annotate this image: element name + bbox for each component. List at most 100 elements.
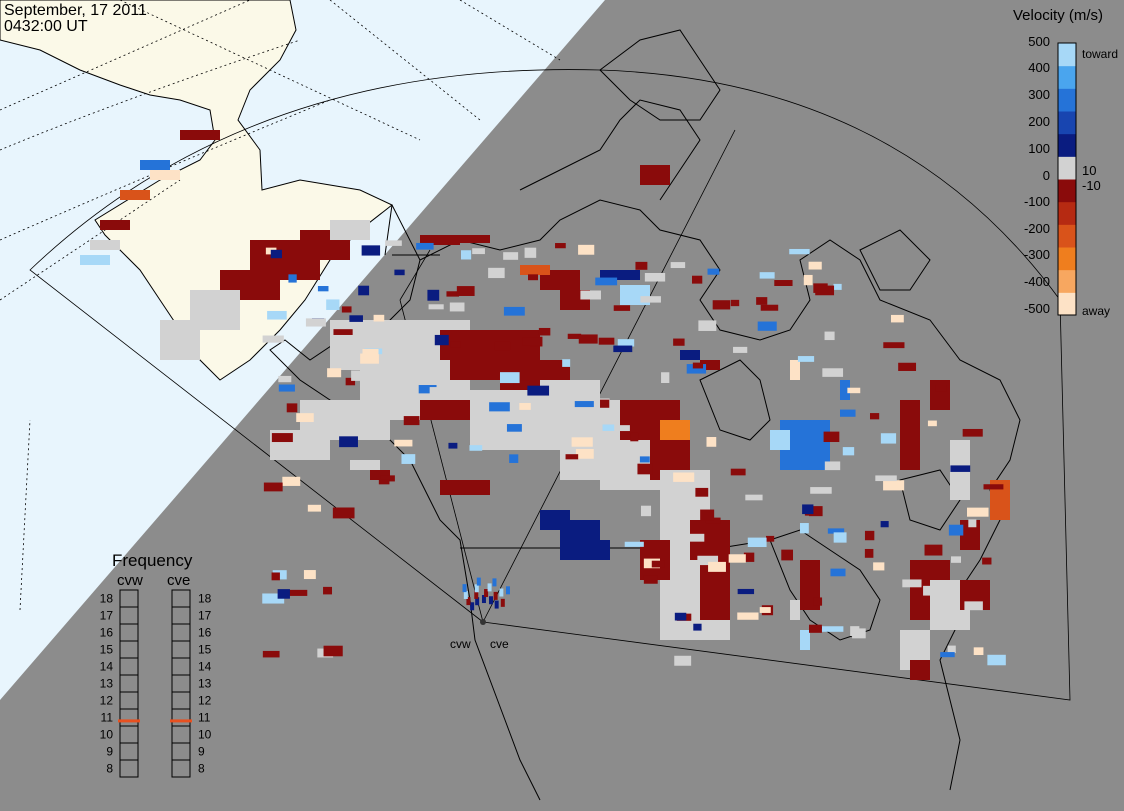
- date-label: September, 17 2011: [4, 2, 147, 19]
- frequency-level-left: 14: [100, 660, 114, 674]
- scatter-cell: [924, 544, 943, 556]
- scatter-cell: [840, 409, 856, 417]
- scatter-cell: [407, 357, 418, 368]
- frequency-level-left: 17: [100, 609, 114, 623]
- scatter-cell: [448, 442, 458, 449]
- frequency-level-right: 16: [198, 626, 212, 640]
- scatter-cell: [967, 507, 989, 517]
- scatter-cell: [262, 335, 284, 343]
- scatter-cell: [700, 360, 720, 370]
- scatter-cell: [278, 384, 295, 392]
- scatter-cell: [394, 269, 405, 276]
- scatter-cell: [475, 597, 480, 606]
- frequency-level-right: 18: [198, 592, 212, 606]
- colorbar-tick-label: 500: [1028, 34, 1050, 49]
- scatter-cell: [827, 528, 845, 534]
- colorbar-tick-label: 400: [1028, 60, 1050, 75]
- scatter-cell: [600, 270, 640, 280]
- scatter-cell: [271, 572, 280, 581]
- scatter-cell: [574, 401, 594, 408]
- scatter-cell: [394, 439, 413, 447]
- scatter-cell: [902, 579, 922, 588]
- scatter-cell: [278, 375, 292, 383]
- velocity-colorbar: Velocity (m/s) 500400300200100100-10-100…: [1013, 7, 1118, 318]
- scatter-cell: [728, 554, 746, 563]
- scatter-cell: [830, 568, 846, 577]
- scatter-cell: [869, 413, 880, 420]
- scatter-cell: [757, 321, 777, 331]
- frequency-level-right: 15: [198, 643, 212, 657]
- scatter-cell: [700, 509, 715, 521]
- scatter-cell: [429, 387, 441, 395]
- scatter-cell: [964, 601, 983, 611]
- colorbar-segment: [1058, 133, 1076, 157]
- scatter-cell: [923, 585, 937, 596]
- scatter-cell: [420, 235, 460, 245]
- scatter-cell: [847, 387, 861, 394]
- scatter-cell: [434, 334, 449, 346]
- scatter-cell: [349, 315, 363, 322]
- colorbar-segment: [1058, 292, 1076, 316]
- scatter-cell: [803, 274, 813, 286]
- scatter-cell: [613, 345, 633, 353]
- colorbar-segment: [1058, 111, 1076, 135]
- scatter-cell: [930, 380, 950, 410]
- scatter-cell: [781, 549, 794, 561]
- scatter-cell: [850, 626, 860, 636]
- scatter-cell: [910, 660, 930, 680]
- scatter-cell: [707, 268, 720, 275]
- scatter-cell: [440, 480, 490, 495]
- scatter-cell: [305, 318, 326, 327]
- scatter-cell: [640, 296, 661, 303]
- scatter-cell: [345, 377, 356, 386]
- colorbar-tick-label: 100: [1028, 141, 1050, 156]
- scatter-cell: [565, 454, 579, 460]
- frequency-level-left: 13: [100, 677, 114, 691]
- scatter-cell: [401, 454, 416, 464]
- scatter-cell: [493, 591, 498, 600]
- frequency-level-left: 18: [100, 592, 114, 606]
- scatter-cell: [494, 341, 511, 351]
- scatter-cell: [661, 372, 670, 384]
- scatter-cell: [842, 447, 855, 456]
- scatter-cell: [595, 277, 618, 286]
- scatter-cell: [824, 331, 835, 341]
- scatter-cell: [802, 504, 814, 515]
- scatter-cell: [935, 384, 947, 392]
- scatter-cell: [474, 584, 479, 593]
- scatter-cell: [745, 494, 763, 501]
- scatter-cell: [267, 310, 287, 320]
- scatter-cell: [500, 598, 505, 607]
- colorbar-tick-label: -200: [1024, 221, 1050, 236]
- frequency-level-left: 15: [100, 643, 114, 657]
- scatter-cell: [756, 297, 768, 305]
- scatter-cell: [567, 333, 582, 339]
- scatter-cell: [323, 645, 343, 657]
- scatter-cell: [673, 472, 695, 482]
- scatter-cell: [513, 380, 530, 390]
- frequency-level-left: 12: [100, 694, 114, 708]
- scatter-cell: [263, 482, 283, 492]
- scatter-cell: [528, 274, 539, 281]
- scatter-cell: [760, 304, 779, 311]
- scatter-cell: [898, 362, 917, 371]
- scatter-cell: [900, 400, 920, 470]
- scatter-cell: [691, 275, 703, 284]
- scatter-cell: [80, 255, 110, 265]
- scatter-cell: [822, 368, 844, 377]
- scatter-cell: [350, 460, 380, 470]
- scatter-cell: [456, 286, 475, 296]
- frequency-cell-cve: [171, 759, 191, 778]
- scatter-cell: [580, 540, 610, 560]
- scatter-cell: [643, 575, 658, 584]
- colorbar-title: Velocity (m/s): [1013, 7, 1103, 24]
- scatter-cell: [509, 454, 519, 463]
- scatter-cell: [323, 586, 333, 595]
- scatter-cell: [466, 597, 471, 606]
- scatter-cell: [351, 370, 366, 381]
- frequency-cell-cvw: [119, 759, 139, 778]
- scatter-cell: [341, 306, 352, 313]
- scatter-cell: [271, 433, 293, 443]
- scatter-cell: [90, 240, 120, 250]
- scatter-cell: [587, 433, 609, 440]
